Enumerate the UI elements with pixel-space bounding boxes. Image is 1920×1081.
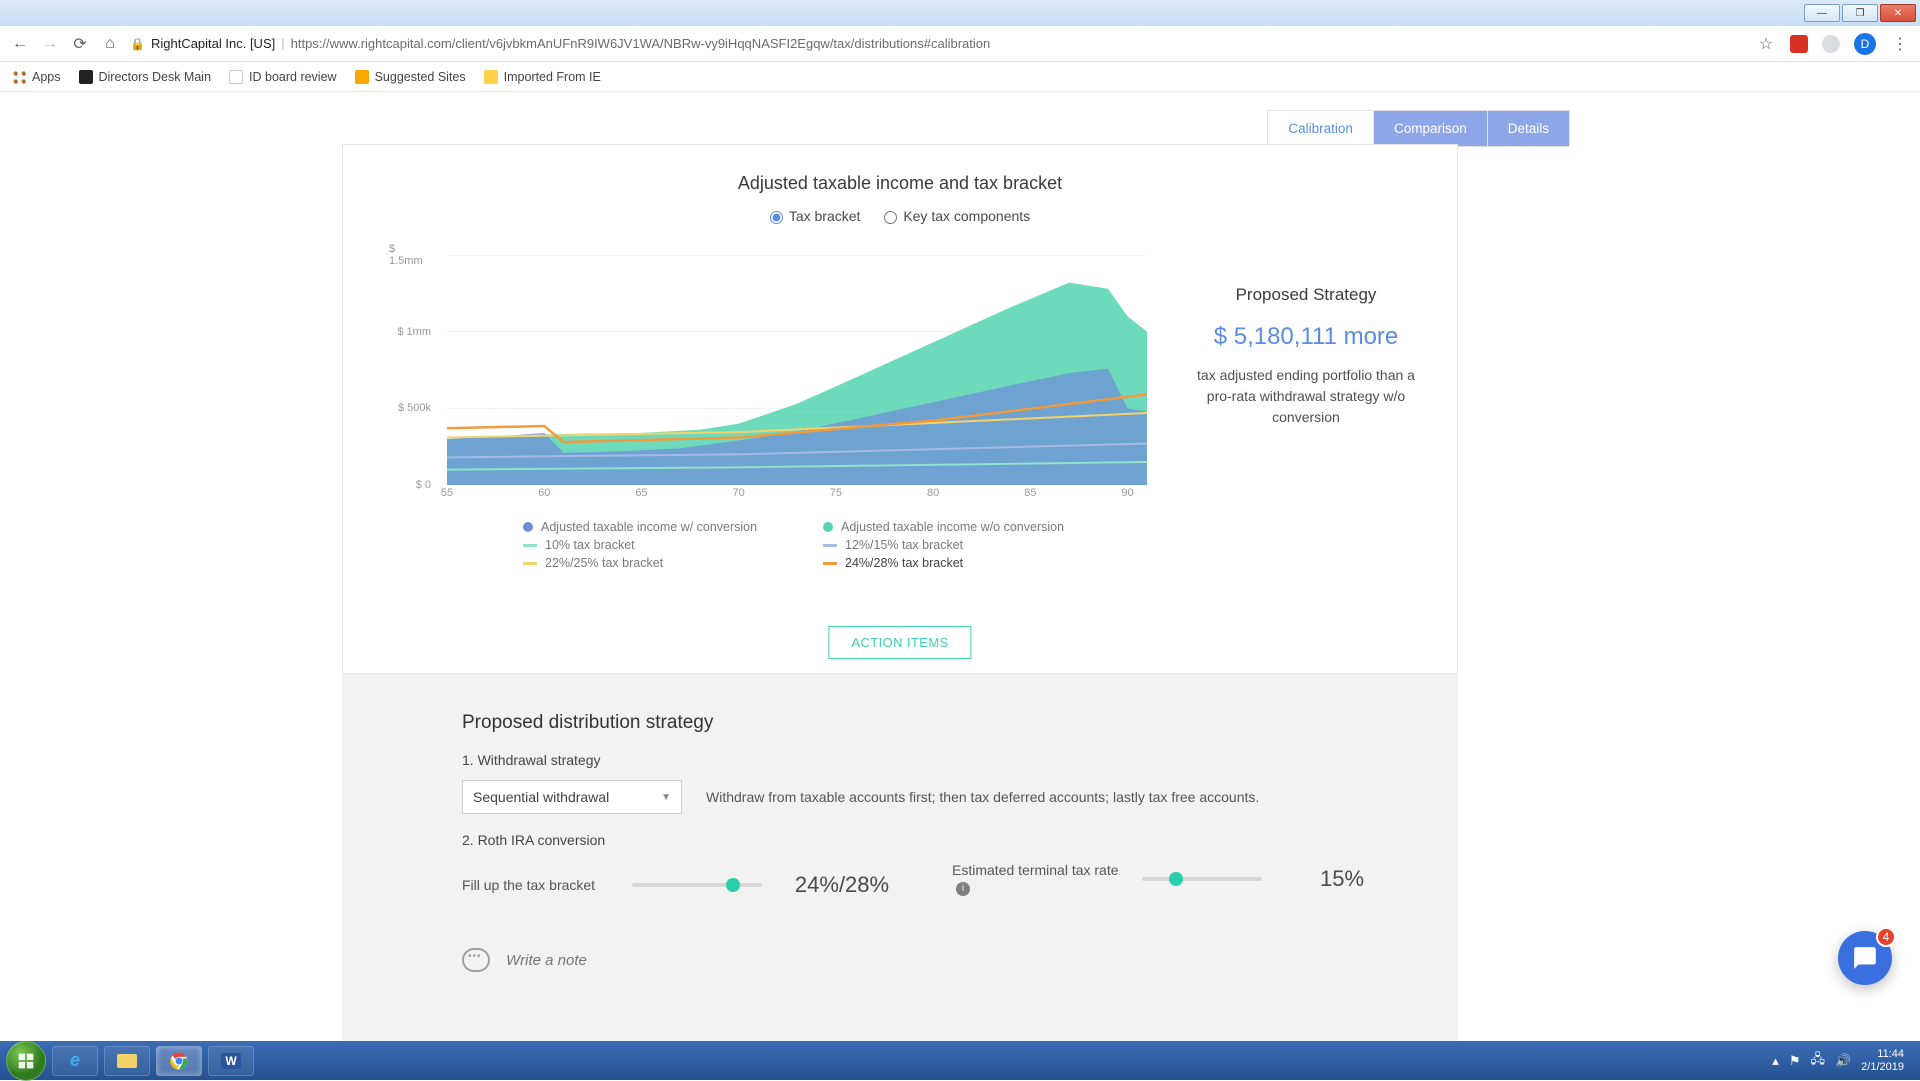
tab-calibration[interactable]: Calibration <box>1267 110 1374 147</box>
chevron-down-icon: ▼ <box>661 792 671 803</box>
taskbar: e W ▴ ⚑ 🖧 🔊 11:44 2/1/2019 <box>0 1041 1920 1080</box>
chat-icon <box>1852 945 1878 971</box>
bookmark-item[interactable]: Suggested Sites <box>355 70 466 84</box>
strategy-title: Proposed Strategy <box>1191 285 1421 305</box>
distribution-heading: Proposed distribution strategy <box>462 712 1338 734</box>
legend-item: 12%/15% tax bracket <box>823 538 1123 552</box>
withdrawal-description: Withdraw from taxable accounts first; th… <box>706 789 1259 805</box>
y-axis-label: $ 0 <box>416 479 431 491</box>
tray-network-icon[interactable]: 🖧 <box>1810 1050 1825 1072</box>
fillup-label: Fill up the tax bracket <box>462 877 612 893</box>
terminal-value: 15% <box>1282 866 1402 892</box>
chart-radio-group: Tax bracket Key tax components <box>343 208 1457 224</box>
strategy-value: $ 5,180,111 more <box>1191 323 1421 351</box>
taskbar-chrome[interactable] <box>156 1046 202 1076</box>
x-axis-label: 70 <box>733 487 745 499</box>
fillup-value: 24%/28% <box>782 872 902 898</box>
y-axis-label: $ 1mm <box>397 326 431 338</box>
taskbar-explorer[interactable] <box>104 1046 150 1076</box>
legend-item: 22%/25% tax bracket <box>523 556 823 570</box>
tray-flag-icon[interactable]: ⚑ <box>1789 1053 1801 1069</box>
x-axis-label: 80 <box>927 487 939 499</box>
url-field[interactable]: 🔒 RightCapital Inc. [US] | https://www.r… <box>130 36 1746 51</box>
x-axis-label: 85 <box>1024 487 1036 499</box>
bookmark-apps[interactable]: Apps <box>12 70 61 84</box>
legend-item: Adjusted taxable income w/ conversion <box>523 520 823 534</box>
note-input[interactable] <box>506 952 906 969</box>
home-button[interactable]: ⌂ <box>100 35 120 53</box>
back-button[interactable]: ← <box>10 35 30 53</box>
star-icon[interactable]: ☆ <box>1756 34 1776 54</box>
y-axis-label: $ 1.5mm <box>389 243 431 267</box>
info-icon[interactable]: i <box>956 882 970 896</box>
extension-icon[interactable] <box>1822 35 1840 53</box>
chart-plot[interactable] <box>447 255 1147 485</box>
system-tray: ▴ ⚑ 🖧 🔊 11:44 2/1/2019 <box>1772 1048 1914 1073</box>
page-viewport: Calibration Comparison Details Adjusted … <box>0 92 1920 1041</box>
chat-badge: 4 <box>1876 927 1896 947</box>
chart-title: Adjusted taxable income and tax bracket <box>343 173 1457 194</box>
bookmark-icon <box>229 70 243 84</box>
forward-button[interactable]: → <box>40 35 60 53</box>
url-host-label: RightCapital Inc. [US] <box>151 36 275 51</box>
profile-avatar[interactable]: D <box>1854 33 1876 55</box>
taskbar-ie[interactable]: e <box>52 1046 98 1076</box>
bookmark-item[interactable]: Imported From IE <box>484 70 601 84</box>
page-tab-group: Calibration Comparison Details <box>1267 110 1570 147</box>
step1-label: 1. Withdrawal strategy <box>462 752 1338 768</box>
strategy-description: tax adjusted ending portfolio than a pro… <box>1191 365 1421 428</box>
bookmark-item[interactable]: Directors Desk Main <box>79 70 212 84</box>
taskbar-word[interactable]: W <box>208 1046 254 1076</box>
bookmark-icon <box>484 70 498 84</box>
lock-icon: 🔒 <box>130 37 145 51</box>
chat-button[interactable]: 4 <box>1838 931 1892 985</box>
tab-details[interactable]: Details <box>1488 110 1570 147</box>
maximize-button[interactable]: ❐ <box>1842 4 1878 22</box>
chart-area: $ 1.5mm$ 1mm$ 500k$ 0 5560657075808590 <box>389 255 1149 505</box>
terminal-slider[interactable] <box>1142 877 1262 881</box>
withdrawal-strategy-select[interactable]: Sequential withdrawal▼ <box>462 780 682 814</box>
window-controls: — ❐ ✕ <box>0 0 1920 26</box>
chart-card: Adjusted taxable income and tax bracket … <box>342 144 1458 674</box>
distribution-section: Proposed distribution strategy 1. Withdr… <box>342 674 1458 1041</box>
url-text: https://www.rightcapital.com/client/v6jv… <box>291 36 991 51</box>
action-items-button[interactable]: ACTION ITEMS <box>828 626 971 659</box>
x-axis-label: 65 <box>635 487 647 499</box>
reload-button[interactable]: ⟳ <box>70 34 90 54</box>
legend-item: 24%/28% tax bracket <box>823 556 1123 570</box>
start-button[interactable] <box>6 1041 46 1081</box>
terminal-label: Estimated terminal tax ratei <box>952 862 1122 896</box>
apps-icon <box>12 70 26 84</box>
bookmark-item[interactable]: ID board review <box>229 70 337 84</box>
minimize-button[interactable]: — <box>1804 4 1840 22</box>
strategy-summary: Proposed Strategy $ 5,180,111 more tax a… <box>1191 285 1421 428</box>
chart-legend: Adjusted taxable income w/ conversion Ad… <box>523 520 1123 570</box>
legend-item: 10% tax bracket <box>523 538 823 552</box>
bookmark-icon <box>355 70 369 84</box>
taskbar-clock[interactable]: 11:44 2/1/2019 <box>1861 1048 1904 1073</box>
note-row <box>462 948 1338 972</box>
tray-volume-icon[interactable]: 🔊 <box>1835 1053 1851 1069</box>
address-bar: ← → ⟳ ⌂ 🔒 RightCapital Inc. [US] | https… <box>0 26 1920 62</box>
x-axis-label: 60 <box>538 487 550 499</box>
menu-icon[interactable]: ⋮ <box>1890 34 1910 54</box>
radio-key-components[interactable]: Key tax components <box>884 208 1030 224</box>
extension-icon[interactable] <box>1790 35 1808 53</box>
y-axis-label: $ 500k <box>398 402 431 414</box>
radio-tax-bracket[interactable]: Tax bracket <box>770 208 861 224</box>
step2-label: 2. Roth IRA conversion <box>462 832 1338 848</box>
x-axis-label: 55 <box>441 487 453 499</box>
fillup-slider[interactable] <box>632 883 762 887</box>
close-window-button[interactable]: ✕ <box>1880 4 1916 22</box>
x-axis-label: 90 <box>1121 487 1133 499</box>
bookmark-icon <box>79 70 93 84</box>
note-icon <box>462 948 490 972</box>
legend-item: Adjusted taxable income w/o conversion <box>823 520 1123 534</box>
tab-comparison[interactable]: Comparison <box>1374 110 1488 147</box>
x-axis-label: 75 <box>830 487 842 499</box>
bookmarks-bar: Apps Directors Desk Main ID board review… <box>0 62 1920 92</box>
tray-chevron-icon[interactable]: ▴ <box>1772 1053 1779 1069</box>
